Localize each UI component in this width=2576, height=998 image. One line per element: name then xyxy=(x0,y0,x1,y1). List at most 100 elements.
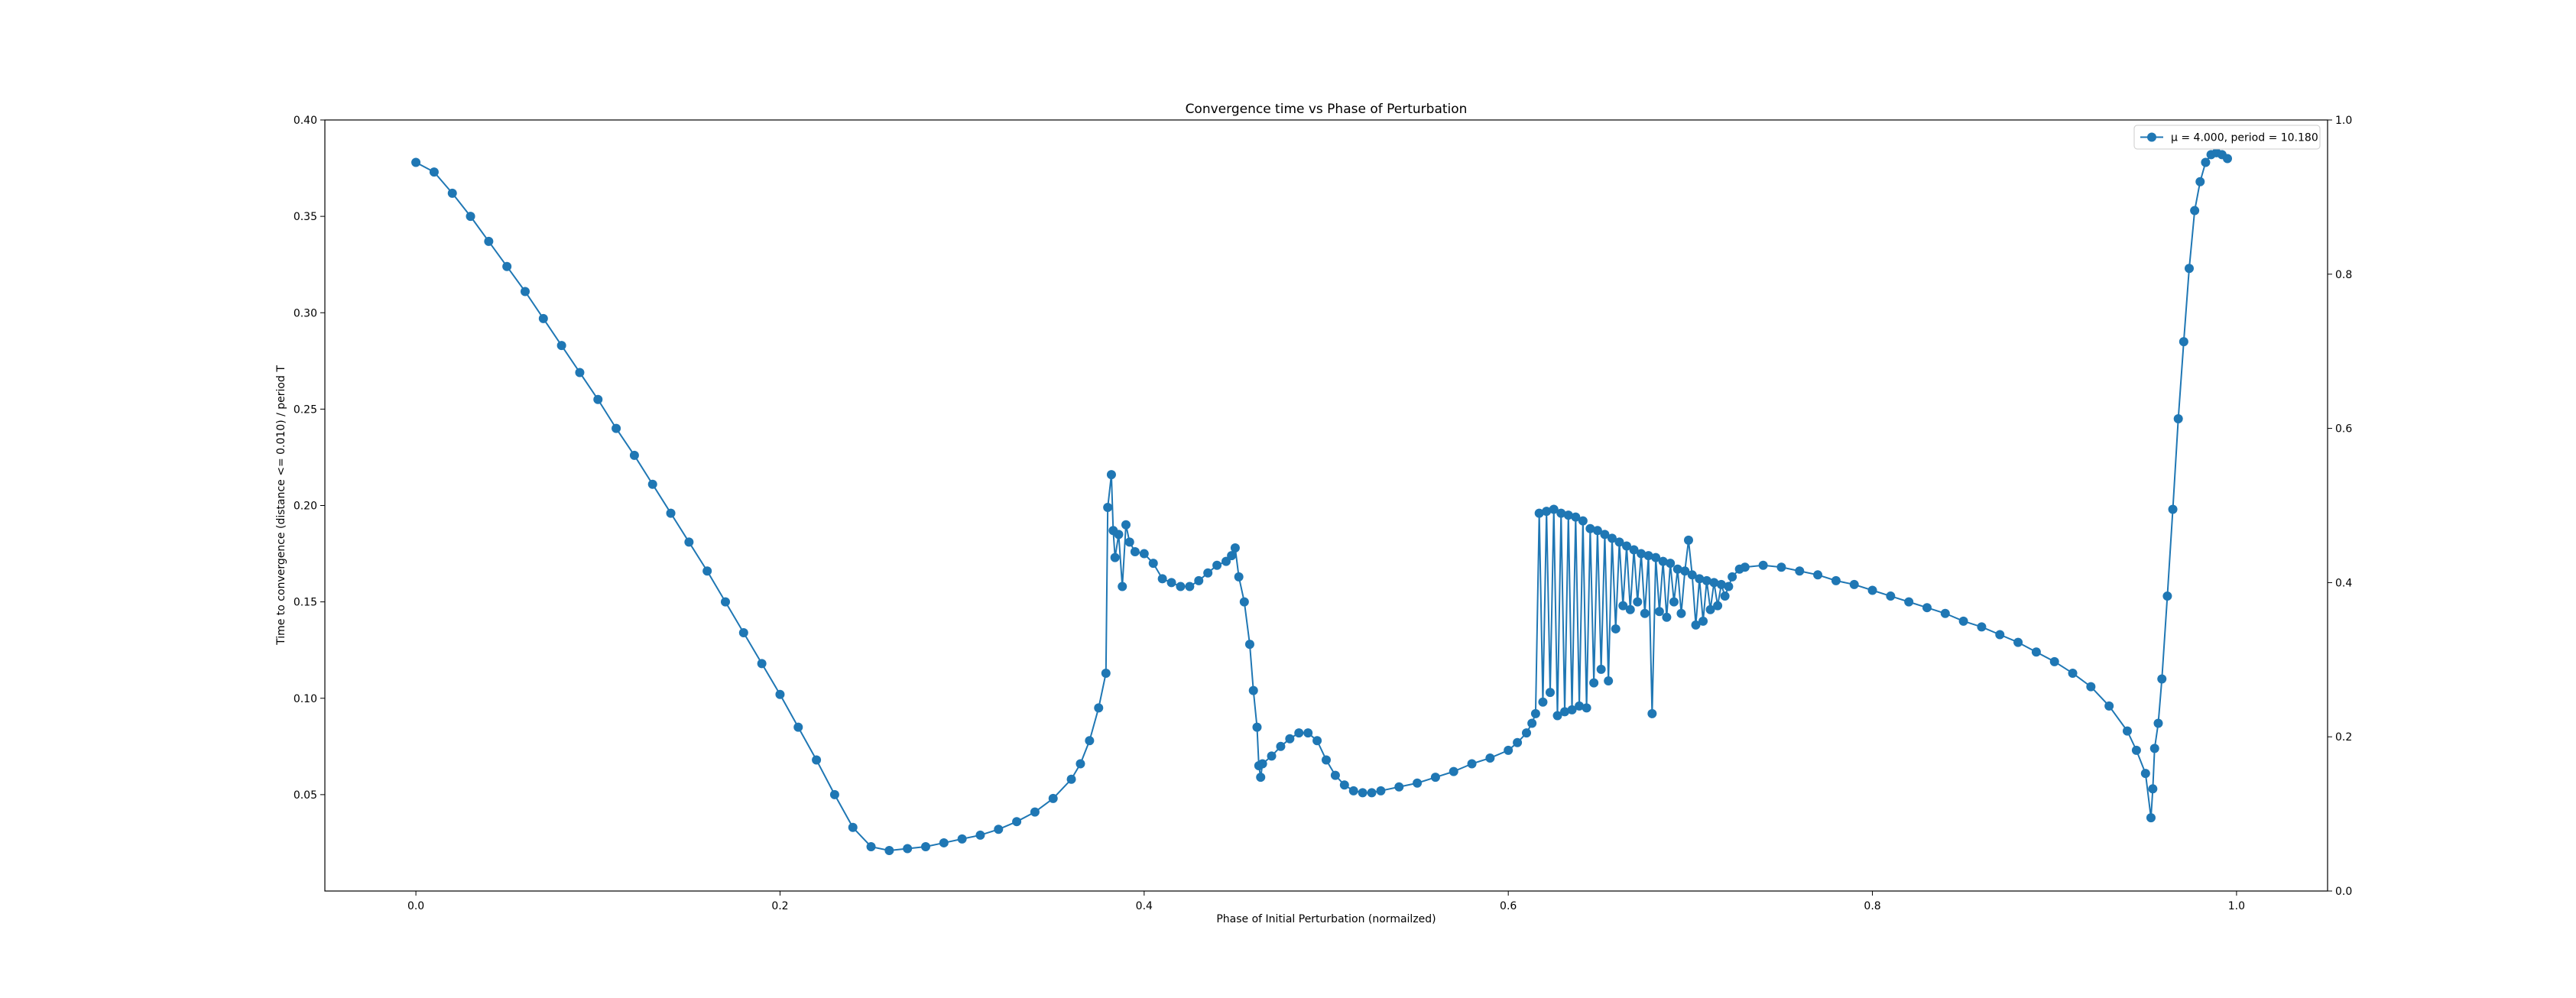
data-point xyxy=(1640,608,1650,618)
data-point xyxy=(447,188,457,198)
data-point xyxy=(1176,582,1186,591)
data-point xyxy=(2049,656,2059,666)
data-point xyxy=(1669,597,1679,607)
data-point xyxy=(484,236,494,246)
data-point xyxy=(1394,782,1404,792)
data-point xyxy=(775,689,785,699)
data-point xyxy=(994,825,1004,834)
data-point xyxy=(2190,206,2200,215)
data-point xyxy=(1166,578,1176,588)
data-point xyxy=(1922,603,1932,613)
data-point xyxy=(1212,560,1222,570)
data-point xyxy=(1995,630,2005,640)
data-point xyxy=(1449,766,1458,776)
data-point xyxy=(1239,597,1249,607)
secondary-y-tick-label: 1.0 xyxy=(2335,115,2352,127)
data-point xyxy=(1549,504,1559,514)
data-point xyxy=(2123,726,2132,736)
data-point xyxy=(1604,676,1614,686)
data-point xyxy=(757,659,767,669)
data-point xyxy=(1647,708,1657,718)
data-point xyxy=(2157,674,2167,684)
data-point xyxy=(1702,575,1711,585)
secondary-y-tick-label: 0.4 xyxy=(2335,577,2352,589)
data-point xyxy=(2149,744,2159,753)
series-line xyxy=(415,151,2228,852)
data-point xyxy=(1185,582,1195,591)
data-point xyxy=(1413,778,1423,788)
data-point xyxy=(1527,718,1537,728)
data-point xyxy=(1904,597,1914,607)
data-point xyxy=(1244,640,1254,650)
data-point xyxy=(2148,784,2158,794)
data-point xyxy=(738,627,748,637)
data-point xyxy=(829,789,839,799)
data-point xyxy=(1680,566,1690,576)
data-point xyxy=(1294,728,1304,738)
data-point xyxy=(2140,769,2150,779)
data-point xyxy=(1563,510,1573,520)
secondary-y-tick-label: 0.0 xyxy=(2335,886,2352,898)
data-point xyxy=(1066,774,1076,784)
data-point xyxy=(1567,705,1577,714)
data-point xyxy=(1614,537,1624,547)
x-tick-label: 1.0 xyxy=(2228,900,2245,912)
data-point xyxy=(1048,793,1058,803)
data-point xyxy=(466,212,475,222)
data-point xyxy=(1530,708,1540,718)
data-point xyxy=(1633,597,1643,607)
data-point xyxy=(1713,601,1723,611)
data-point xyxy=(921,841,930,851)
data-point xyxy=(666,508,676,518)
data-point xyxy=(1285,734,1295,744)
data-point xyxy=(1977,622,1987,632)
data-point xyxy=(1740,562,1750,572)
data-point xyxy=(1227,551,1237,561)
data-point xyxy=(1578,516,1588,526)
data-point xyxy=(1695,574,1705,584)
data-point xyxy=(1221,556,1231,566)
data-point xyxy=(2179,337,2188,347)
data-point xyxy=(1124,537,1134,547)
x-tick-label: 0.6 xyxy=(1500,900,1517,912)
data-point xyxy=(1687,570,1697,580)
data-point xyxy=(1552,711,1562,721)
data-point xyxy=(1849,579,1859,589)
x-tick-label: 0.8 xyxy=(1864,900,1880,912)
data-point xyxy=(1339,780,1349,790)
data-point xyxy=(1110,552,1120,562)
data-point xyxy=(1607,533,1617,543)
data-point xyxy=(1758,560,1768,570)
data-point xyxy=(903,844,913,854)
data-point xyxy=(1467,759,1477,769)
data-point xyxy=(2146,813,2156,823)
data-point xyxy=(1367,788,1377,798)
data-point xyxy=(957,834,967,844)
data-point xyxy=(1560,707,1570,717)
data-point xyxy=(2031,647,2041,657)
data-point xyxy=(684,537,694,547)
data-point xyxy=(1121,520,1131,530)
data-point xyxy=(721,597,730,607)
data-point xyxy=(502,261,512,271)
data-point xyxy=(1118,582,1127,591)
data-point xyxy=(629,450,639,460)
data-point xyxy=(1556,508,1566,518)
data-point xyxy=(1257,759,1267,769)
data-point xyxy=(1629,545,1639,555)
y-tick-label: 0.30 xyxy=(294,307,317,319)
data-point xyxy=(2223,154,2232,164)
y-axis-label: Time to convergence (distance <= 0.010) … xyxy=(275,365,287,646)
data-point xyxy=(1234,572,1244,582)
data-point xyxy=(593,394,603,404)
data-point xyxy=(1252,722,1262,732)
data-point xyxy=(1728,572,1737,582)
data-point xyxy=(1940,608,1950,618)
data-point xyxy=(1611,624,1621,633)
data-point xyxy=(848,822,858,832)
data-point xyxy=(1571,512,1581,522)
data-point xyxy=(538,313,548,323)
data-point xyxy=(647,479,657,489)
data-point xyxy=(1030,807,1040,817)
data-point xyxy=(1637,549,1646,559)
